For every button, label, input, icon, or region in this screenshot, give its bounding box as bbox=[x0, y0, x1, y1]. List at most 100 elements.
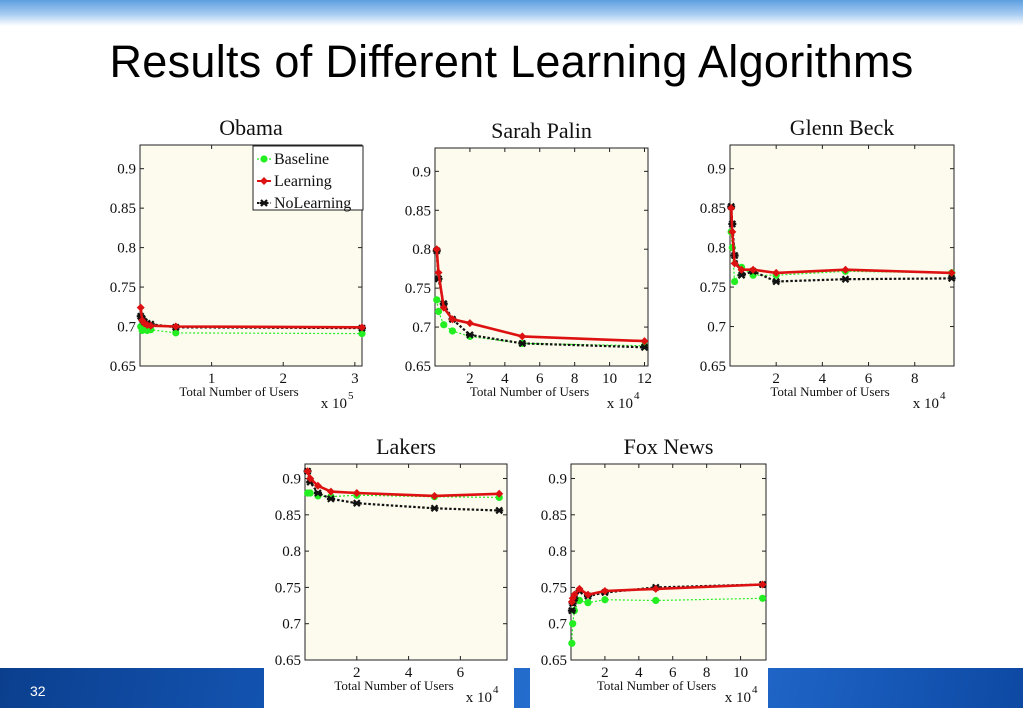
data-point-nolearning bbox=[313, 489, 322, 497]
chart-svg: Glenn Beck 0.65 0.7 0.75 0.8 0.85 0.9 2 4 6 8 Total… bbox=[700, 115, 956, 412]
plot-area bbox=[434, 147, 649, 367]
y-tick-label: 0.85 bbox=[700, 201, 726, 217]
x-tick-label: 4 bbox=[819, 371, 827, 387]
x-tick-label: 10 bbox=[733, 665, 748, 681]
chart-svg: Lakers 0.65 0.7 0.75 0.8 0.85 0.9 2 4 6 Total Numb… bbox=[275, 434, 508, 706]
data-point-learning bbox=[326, 487, 335, 496]
legend-marker-baseline bbox=[260, 155, 268, 163]
x-tick-label: 3 bbox=[351, 371, 359, 387]
data-point-nolearning bbox=[352, 499, 361, 507]
x-axis-multiplier-exponent: 4 bbox=[940, 390, 946, 402]
data-point-nolearning bbox=[430, 504, 439, 513]
x-tick-label: 4 bbox=[501, 371, 509, 387]
x-tick-label: 12 bbox=[637, 371, 652, 387]
y-tick-label: 0.85 bbox=[405, 203, 431, 219]
y-tick-label: 0.65 bbox=[700, 359, 726, 375]
x-tick-label: 8 bbox=[571, 371, 579, 387]
data-point-learning bbox=[465, 319, 474, 328]
data-point-learning bbox=[352, 489, 361, 498]
y-tick-label: 0.8 bbox=[412, 242, 431, 258]
series-learning bbox=[303, 467, 504, 500]
y-tick-label: 0.9 bbox=[117, 162, 136, 178]
x-tick-label: 2 bbox=[279, 371, 287, 387]
x-tick-label: 2 bbox=[466, 371, 474, 387]
data-point-learning bbox=[841, 265, 850, 274]
x-axis-multiplier: x 10 bbox=[607, 396, 633, 410]
x-axis-label: Total Number of Users bbox=[470, 384, 589, 399]
x-axis-multiplier-exponent: 5 bbox=[348, 390, 354, 402]
x-tick-label: 8 bbox=[911, 371, 919, 387]
chart-legend: Baseline Learning NoLearning bbox=[252, 145, 364, 212]
data-point-baseline bbox=[358, 330, 366, 338]
x-axis-multiplier-exponent: 4 bbox=[752, 684, 758, 696]
plot-area bbox=[729, 144, 955, 367]
y-tick-label: 0.8 bbox=[707, 241, 726, 257]
data-point-nolearning bbox=[737, 271, 746, 280]
chart-title: Glenn Beck bbox=[790, 115, 894, 140]
data-point-learning bbox=[583, 590, 592, 599]
slide-number: 32 bbox=[30, 683, 46, 699]
y-tick-label: 0.75 bbox=[405, 281, 431, 297]
y-tick-label: 0.9 bbox=[412, 164, 431, 180]
x-tick-label: 10 bbox=[602, 371, 617, 387]
data-point-learning bbox=[567, 597, 576, 606]
data-point-learning bbox=[138, 316, 147, 325]
x-tick-label: 1 bbox=[208, 371, 216, 387]
chart-panel-fox-news: Fox News 0.65 0.7 0.75 0.8 0.85 0.9 2 4 6 8 10 Total… bbox=[530, 428, 768, 708]
chart-panel-lakers: Lakers 0.65 0.7 0.75 0.8 0.85 0.9 2 4 6 Total Numb… bbox=[264, 428, 514, 708]
data-point-baseline bbox=[601, 596, 609, 604]
y-tick-label: 0.75 bbox=[700, 280, 726, 296]
data-point-learning bbox=[146, 321, 155, 330]
data-point-learning bbox=[439, 303, 448, 312]
y-tick-label: 0.7 bbox=[117, 320, 136, 336]
data-point-learning bbox=[947, 268, 956, 277]
y-tick-label: 0.7 bbox=[282, 617, 301, 633]
data-point-nolearning bbox=[495, 506, 504, 515]
data-point-learning bbox=[171, 322, 180, 331]
chart-title: Fox News bbox=[624, 434, 714, 459]
data-point-baseline bbox=[584, 599, 592, 607]
x-tick-label: 8 bbox=[703, 665, 711, 681]
y-tick-label: 0.7 bbox=[548, 617, 567, 633]
y-tick-label: 0.8 bbox=[548, 544, 567, 560]
y-tick-label: 0.85 bbox=[110, 201, 136, 217]
data-point-nolearning bbox=[640, 343, 649, 352]
data-point-baseline bbox=[731, 277, 739, 286]
data-point-learning bbox=[313, 481, 322, 490]
data-point-nolearning bbox=[947, 274, 956, 283]
legend-marker-learning bbox=[260, 177, 268, 185]
y-tick-label: 0.75 bbox=[541, 580, 567, 596]
data-point-baseline bbox=[652, 596, 660, 605]
data-point-baseline bbox=[448, 327, 457, 335]
legend-box bbox=[252, 145, 364, 211]
y-tick-label: 0.9 bbox=[282, 472, 301, 488]
y-tick-label: 0.65 bbox=[110, 359, 136, 375]
data-point-learning bbox=[570, 590, 579, 599]
data-point-learning bbox=[730, 259, 739, 268]
data-point-learning bbox=[143, 320, 152, 329]
y-tick-label: 0.7 bbox=[412, 320, 431, 336]
data-point-learning bbox=[600, 587, 609, 596]
data-point-learning bbox=[727, 204, 736, 213]
data-point-learning bbox=[432, 245, 441, 254]
data-point-learning bbox=[772, 268, 781, 277]
x-tick-label: 2 bbox=[601, 665, 609, 681]
data-point-baseline bbox=[306, 489, 314, 497]
y-tick-label: 0.9 bbox=[548, 472, 567, 488]
header-gradient-band bbox=[0, 0, 1023, 26]
y-tick-label: 0.8 bbox=[282, 544, 301, 560]
data-point-learning bbox=[518, 332, 527, 341]
data-point-baseline bbox=[568, 639, 576, 647]
data-point-nolearning bbox=[567, 606, 576, 615]
data-point-learning bbox=[434, 268, 443, 277]
x-tick-label: 2 bbox=[772, 371, 780, 387]
x-tick-label: 6 bbox=[865, 371, 873, 387]
y-tick-label: 0.9 bbox=[707, 162, 726, 178]
data-point-baseline bbox=[759, 594, 767, 602]
x-axis-multiplier: x 10 bbox=[725, 690, 751, 706]
y-tick-label: 0.65 bbox=[405, 359, 431, 375]
chart-panel-glenn-beck: Glenn Beck 0.65 0.7 0.75 0.8 0.85 0.9 2 4 6 8 Total… bbox=[694, 104, 959, 412]
chart-panel-sarah-palin: Sarah Palin 0.65 0.7 0.75 0.8 0.85 0.9 2 4 6 8 10 12… bbox=[399, 104, 661, 412]
x-axis-label: Total Number of Users bbox=[597, 678, 716, 693]
data-point-baseline bbox=[440, 321, 448, 329]
